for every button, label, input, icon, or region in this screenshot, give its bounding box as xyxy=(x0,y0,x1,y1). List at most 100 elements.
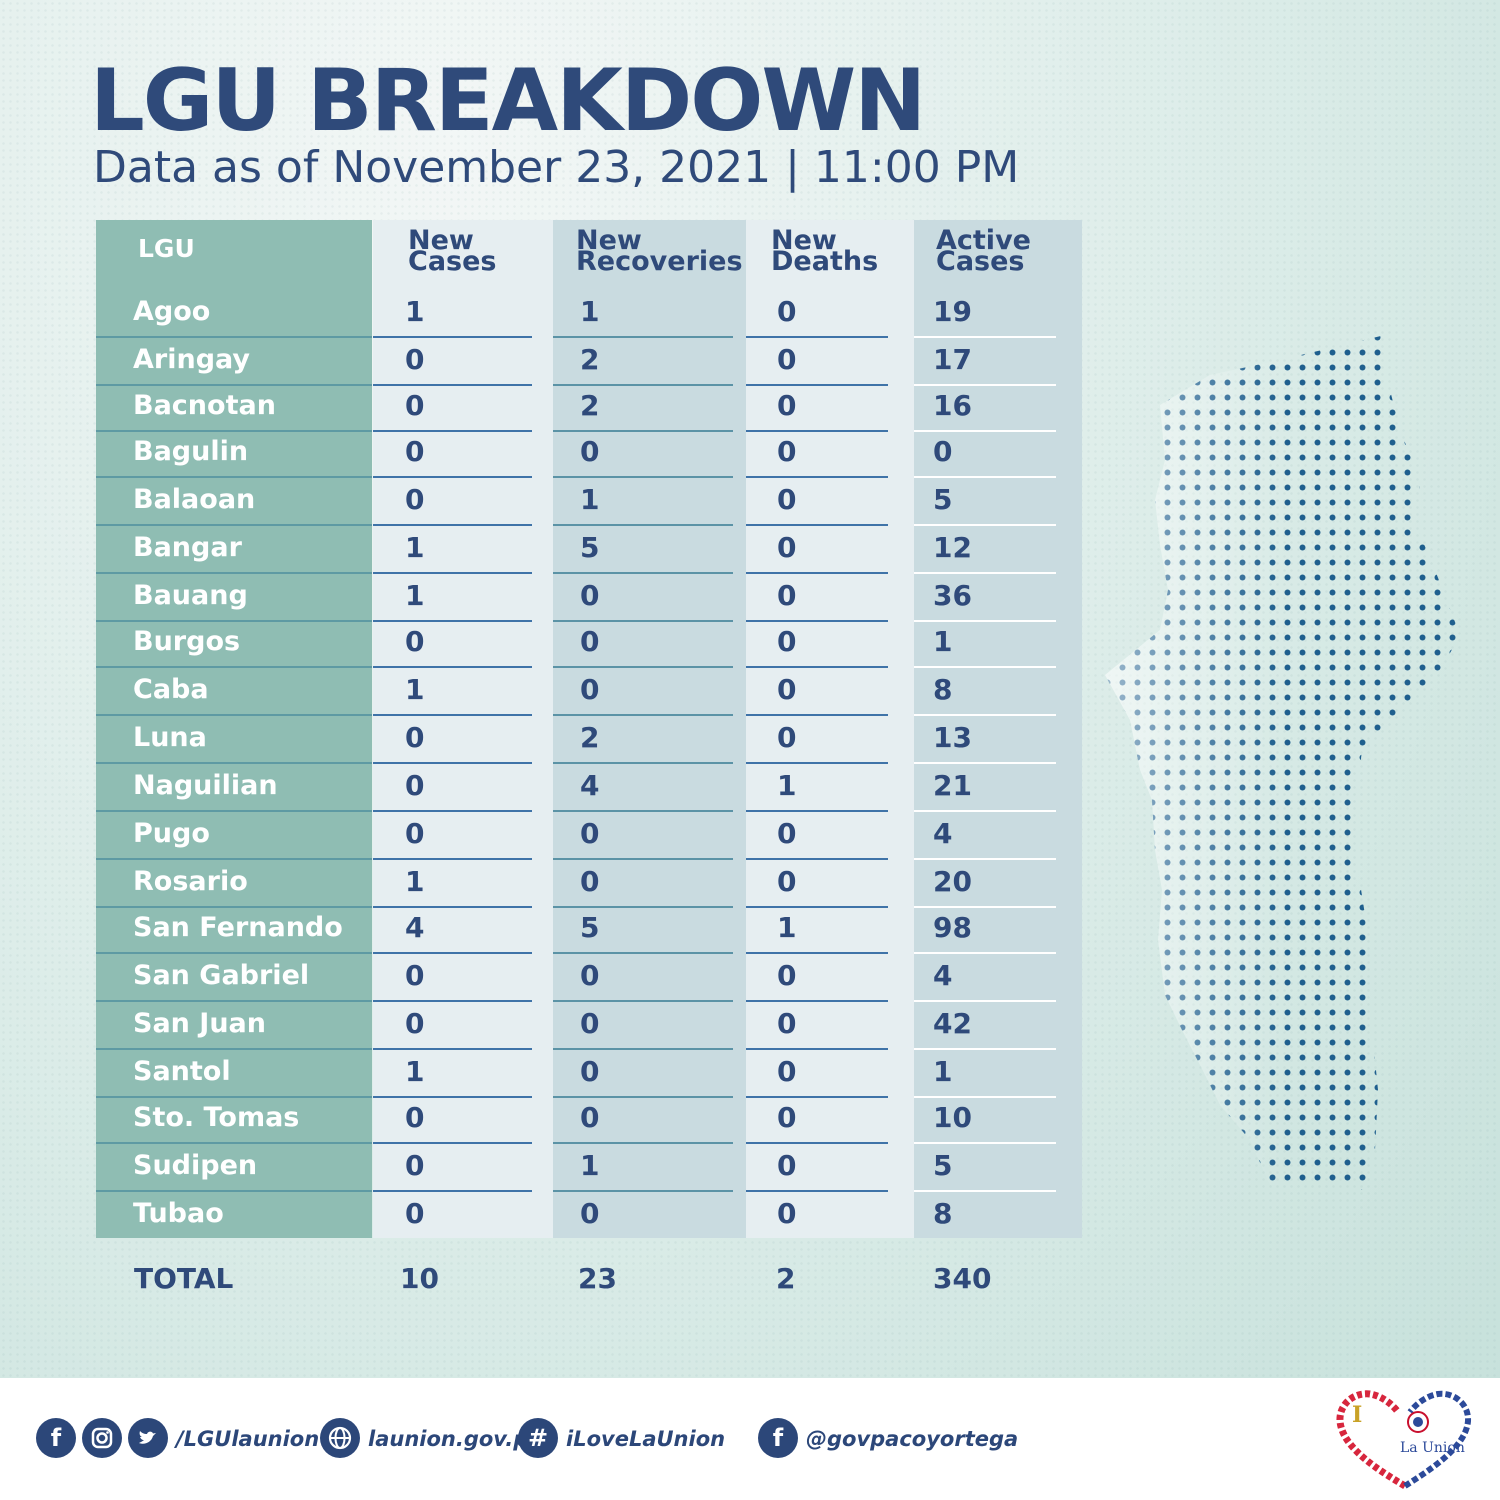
header-new-cases: New Cases xyxy=(408,225,497,277)
row-divider xyxy=(746,1048,888,1050)
header-active-cases: Active Cases xyxy=(936,225,1031,277)
new-cases-cell: 4 xyxy=(405,911,425,944)
row-divider xyxy=(553,1096,733,1098)
la-union-map-illustration xyxy=(1105,335,1460,1190)
active-cases-cell: 5 xyxy=(933,483,953,516)
table-row: San Gabriel 0 0 0 4 xyxy=(0,956,1100,1002)
total-new-cases: 10 xyxy=(400,1262,439,1295)
new-deaths-cell: 0 xyxy=(777,1007,797,1040)
row-divider xyxy=(96,858,372,860)
new-deaths-cell: 0 xyxy=(777,435,797,468)
table-row: San Juan 0 0 0 42 xyxy=(0,1004,1100,1050)
row-divider xyxy=(553,336,733,338)
lgu-name-cell: San Fernando xyxy=(133,912,343,943)
lgu-name-cell: Agoo xyxy=(133,296,211,327)
lgu-name-cell: Aringay xyxy=(133,344,251,375)
active-cases-cell: 19 xyxy=(933,295,972,328)
row-divider xyxy=(96,1096,372,1098)
row-divider xyxy=(373,476,532,478)
new-deaths-cell: 0 xyxy=(777,1197,797,1230)
lgu-name-cell: Balaoan xyxy=(133,484,256,515)
lgu-name-cell: Sudipen xyxy=(133,1150,258,1181)
row-divider xyxy=(914,666,1056,668)
hashtag-icon[interactable]: # xyxy=(518,1418,558,1458)
new-cases-cell: 0 xyxy=(405,343,425,376)
hashtag-link[interactable]: iLoveLaUnion xyxy=(566,1427,726,1451)
twitter-icon[interactable] xyxy=(128,1418,168,1458)
new-cases-column-background xyxy=(373,220,553,1238)
active-cases-cell: 0 xyxy=(933,435,953,468)
active-cases-cell: 98 xyxy=(933,911,972,944)
website-link[interactable]: launion.gov.ph xyxy=(368,1427,544,1451)
lgu-name-cell: Naguilian xyxy=(133,770,278,801)
row-divider xyxy=(96,810,372,812)
lgu-name-cell: Bauang xyxy=(133,580,248,611)
row-divider xyxy=(746,476,888,478)
row-divider xyxy=(746,572,888,574)
row-divider xyxy=(96,762,372,764)
new-recoveries-cell: 1 xyxy=(580,1149,600,1182)
active-cases-cell: 5 xyxy=(933,1149,953,1182)
table-row: Burgos 0 0 0 1 xyxy=(0,622,1100,668)
row-divider xyxy=(746,430,888,432)
row-divider xyxy=(746,906,888,908)
new-deaths-cell: 0 xyxy=(777,295,797,328)
new-deaths-cell: 0 xyxy=(777,1149,797,1182)
lgu-name-cell: Tubao xyxy=(133,1198,224,1229)
row-divider xyxy=(914,1048,1056,1050)
table-row: Rosario 1 0 0 20 xyxy=(0,862,1100,908)
new-deaths-cell: 0 xyxy=(777,1101,797,1134)
active-cases-cell: 8 xyxy=(933,673,953,706)
row-divider xyxy=(96,1000,372,1002)
governor-handle-link[interactable]: @govpacoyortega xyxy=(806,1427,1019,1451)
social-handle-link[interactable]: /LGUlaunion xyxy=(176,1427,320,1451)
lgu-name-cell: Rosario xyxy=(133,866,248,897)
new-deaths-cell: 0 xyxy=(777,817,797,850)
row-divider xyxy=(96,430,372,432)
lgu-name-cell: Bangar xyxy=(133,532,242,563)
row-divider xyxy=(96,906,372,908)
active-cases-cell: 1 xyxy=(933,1055,953,1088)
row-divider xyxy=(553,1190,733,1192)
row-divider xyxy=(96,1048,372,1050)
row-divider xyxy=(746,524,888,526)
new-deaths-cell: 0 xyxy=(777,343,797,376)
lgu-name-cell: Burgos xyxy=(133,626,241,657)
new-deaths-cell: 0 xyxy=(777,673,797,706)
total-active-cases: 340 xyxy=(933,1262,992,1295)
i-love-la-union-logo: I La Union xyxy=(1336,1390,1471,1490)
row-divider xyxy=(746,336,888,338)
row-divider xyxy=(373,810,532,812)
new-recoveries-cell: 0 xyxy=(580,959,600,992)
active-cases-cell: 42 xyxy=(933,1007,972,1040)
row-divider xyxy=(96,666,372,668)
new-recoveries-cell: 0 xyxy=(580,435,600,468)
row-divider xyxy=(746,1096,888,1098)
table-row: Aringay 0 2 0 17 xyxy=(0,340,1100,386)
new-deaths-cell: 1 xyxy=(777,769,797,802)
new-deaths-cell: 0 xyxy=(777,959,797,992)
header-new-recoveries: New Recoveries xyxy=(576,225,743,277)
new-recoveries-cell: 2 xyxy=(580,721,600,754)
facebook-icon[interactable]: f xyxy=(36,1418,76,1458)
new-deaths-cell: 0 xyxy=(777,625,797,658)
row-divider xyxy=(553,810,733,812)
globe-icon[interactable] xyxy=(320,1418,360,1458)
facebook-icon[interactable]: f xyxy=(758,1418,798,1458)
new-deaths-cell: 0 xyxy=(777,1055,797,1088)
new-cases-cell: 1 xyxy=(405,1055,425,1088)
new-cases-cell: 0 xyxy=(405,1007,425,1040)
row-divider xyxy=(746,1142,888,1144)
row-divider xyxy=(914,1096,1056,1098)
new-cases-cell: 0 xyxy=(405,959,425,992)
row-divider xyxy=(746,762,888,764)
row-divider xyxy=(96,714,372,716)
row-divider xyxy=(373,906,532,908)
row-divider xyxy=(373,384,532,386)
table-row: Sto. Tomas 0 0 0 10 xyxy=(0,1098,1100,1144)
row-divider xyxy=(746,620,888,622)
row-divider xyxy=(553,430,733,432)
instagram-icon[interactable] xyxy=(82,1418,122,1458)
row-divider xyxy=(553,620,733,622)
row-divider xyxy=(914,952,1056,954)
